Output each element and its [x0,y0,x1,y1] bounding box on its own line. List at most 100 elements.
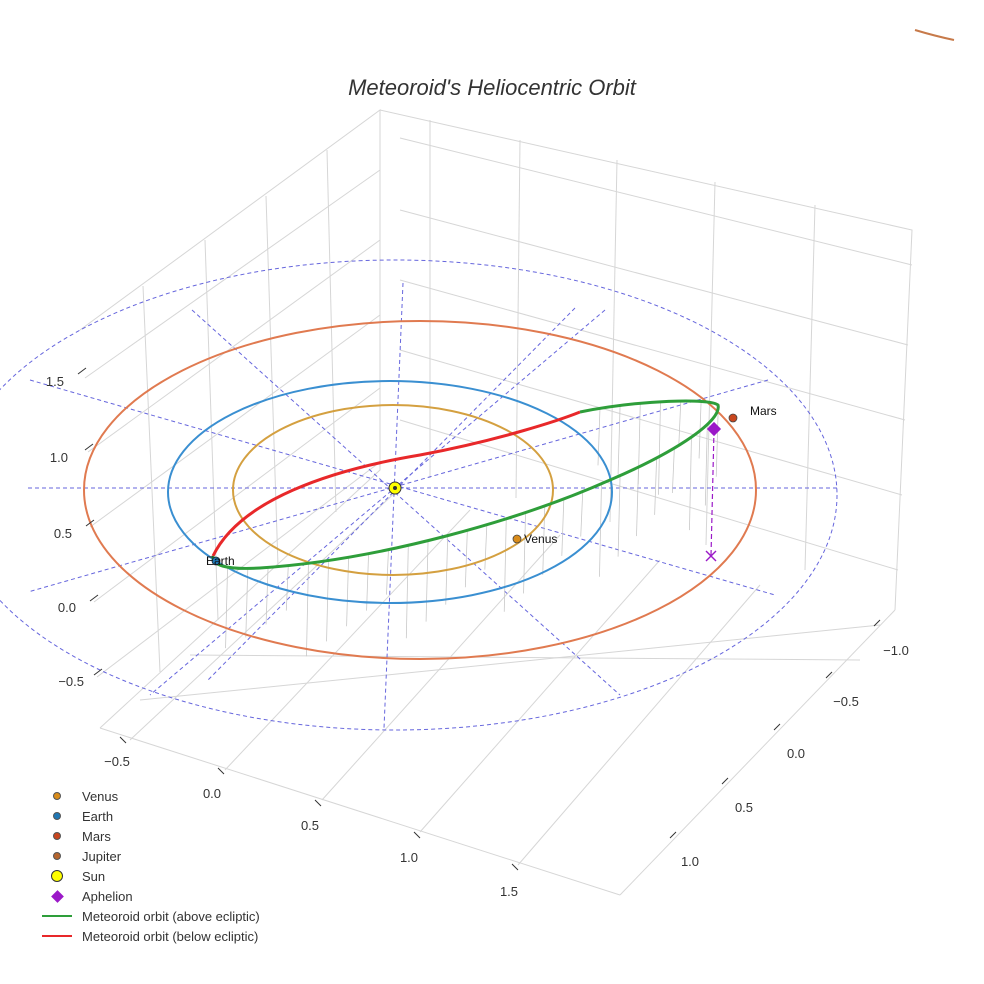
drop-line [366,553,369,611]
orbit-below-legend-icon [42,935,72,937]
y-tick-label: −1.0 [883,643,909,658]
floor-grid-2 [224,509,471,771]
right-wall-hgrid-1 [399,137,913,266]
x-tick-label: 0.0 [203,786,221,801]
venus-orbit [232,404,554,576]
y-axis: −1.0 −0.5 0.0 0.5 1.0 [669,619,909,869]
left-wall-hgrid-2 [87,239,381,453]
x-tick-label: −0.5 [104,754,130,769]
drop-line [678,400,682,447]
back-right-wall [379,109,913,611]
jupiter-legend-icon [53,852,61,860]
earth-legend-icon [53,812,61,820]
drop-line [580,491,584,537]
floor-front-right-edge [619,609,896,896]
legend-item: Sun [40,866,260,886]
reference-ring-outer [0,259,838,731]
legend-label: Earth [82,808,114,824]
legend-item: Earth [40,806,260,826]
right-wall-hgrid-4 [399,349,903,496]
legend-label: Jupiter [82,848,122,864]
venus-legend-icon [53,792,61,800]
meteoroid-drop-lines [225,400,719,657]
right-wall-hgrid-3 [399,279,906,421]
reference-spoke-3 [191,309,621,696]
legend-label: Meteoroid orbit (above ecliptic) [82,908,260,924]
aphelion-marker [706,421,722,437]
legend-item: Venus [40,786,260,806]
drop-line [704,424,708,506]
legend-item: Meteoroid orbit (below ecliptic) [40,926,260,946]
z-tick-label: 0.5 [54,526,72,541]
jupiter-orbit-arc [914,29,955,41]
floor-grid-4 [419,559,661,833]
floor-grid-7 [189,654,861,661]
drop-line [484,524,488,570]
floor-grid-6 [139,624,881,701]
reference-spoke-6 [207,307,576,681]
right-wall-hgrid-2 [399,209,909,346]
meteoroid-orbit-below [211,410,581,557]
legend-label: Mars [82,828,111,844]
drop-line [636,467,639,537]
floor-grid-3 [321,534,561,801]
reference-spoke-2 [29,379,776,596]
legend-label: Meteoroid orbit (below ecliptic) [82,928,259,944]
reference-spoke-4 [149,309,606,696]
drop-line [658,401,661,495]
drop-line [597,408,601,466]
mars-label: Mars [750,404,777,418]
floor-grid-5 [517,584,761,866]
drop-line [405,545,409,639]
z-axis: 1.5 1.0 0.5 0.0 −0.5 [46,367,103,689]
meteoroid-orbit-above [211,399,720,570]
x-tick-label: 1.0 [400,850,418,865]
drop-line [306,563,309,657]
left-wall-grid-4 [326,149,337,513]
back-left-wall [79,109,381,729]
drop-line [715,407,719,477]
x-tick-label: 1.5 [500,884,518,899]
drop-line [425,540,429,622]
left-wall-hgrid-3 [89,314,381,528]
drop-line [245,568,249,638]
left-wall-grid-1 [142,285,161,673]
right-wall-hgrid-5 [399,419,899,571]
mars-marker [728,413,738,423]
venus-label: Venus [524,532,557,546]
drop-line [386,549,389,595]
legend-label: Sun [82,868,106,884]
sun-legend-icon [51,870,63,882]
drop-line [599,483,602,577]
legend-item: Mars [40,826,260,846]
mars-orbit [83,320,757,660]
legend-item: Jupiter [40,846,260,866]
aphelion-projection-x [705,550,717,562]
floor-front-left-edge [99,727,621,896]
drop-line [326,560,329,642]
right-wall-grid-2 [515,139,521,499]
x-tick-label: 0.5 [301,818,319,833]
drop-line [464,530,468,588]
floor-grid-1 [129,487,401,741]
drop-line [285,565,289,611]
drop-line [561,498,565,556]
drop-line [617,475,621,557]
z-tick-label: 0.0 [58,600,76,615]
chart-title: Meteoroid's Heliocentric Orbit [348,75,637,100]
legend-item: Aphelion [40,886,260,906]
drop-line [503,518,507,612]
left-wall-hgrid-1 [84,169,381,379]
sun-core [393,486,397,490]
aphelion-legend-icon [50,889,64,903]
right-wall-grid-4 [705,181,716,546]
drop-line [689,437,692,531]
right-wall-grid-5 [804,204,816,571]
earth-marker [211,556,221,566]
earth-label: Earth [206,554,235,568]
left-wall-hgrid-4 [93,387,381,603]
earth-orbit [167,380,613,604]
axes-grid [79,109,913,896]
drop-line [265,567,269,625]
